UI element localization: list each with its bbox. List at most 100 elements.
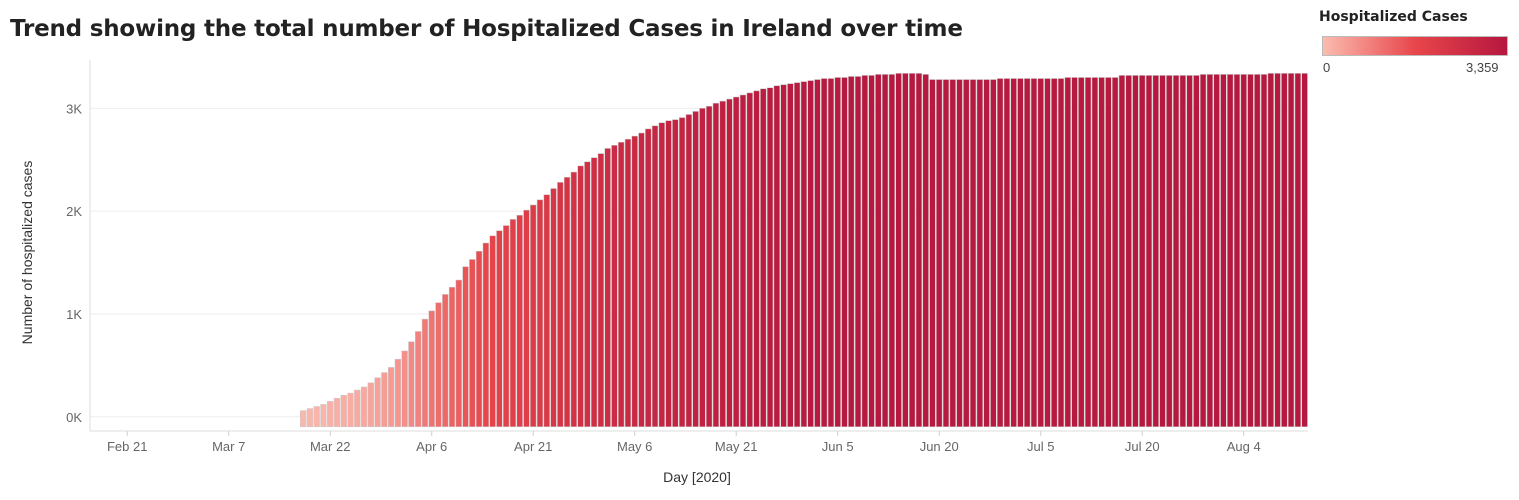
bar [1193, 75, 1200, 428]
bar [685, 114, 692, 428]
x-tick-label: Jun 20 [920, 439, 959, 454]
bar [523, 209, 530, 428]
bar [570, 171, 577, 428]
bar [306, 408, 314, 428]
bar [706, 106, 713, 428]
y-tick-label: 2K [66, 204, 82, 219]
bar [631, 135, 638, 428]
bar [340, 394, 347, 428]
bar [354, 389, 361, 428]
bar [1152, 75, 1159, 428]
bar [875, 74, 882, 428]
x-tick-label: Apr 6 [416, 439, 447, 454]
bar [482, 242, 489, 428]
bar [942, 79, 950, 428]
bar [1247, 74, 1254, 428]
bar [1274, 73, 1281, 428]
bar [442, 294, 449, 428]
bar [983, 79, 990, 428]
bar [624, 138, 632, 428]
bar [1003, 78, 1011, 428]
bar [1030, 78, 1038, 428]
bar [1159, 75, 1166, 428]
bar [415, 331, 422, 428]
bar [773, 85, 780, 428]
bar [1287, 73, 1295, 428]
bar [787, 83, 794, 428]
bar [1301, 73, 1308, 428]
bar [888, 74, 895, 428]
bar [1166, 75, 1173, 428]
bar [1186, 75, 1193, 428]
bar [584, 161, 591, 428]
bar [530, 204, 537, 428]
chart-title: Trend showing the total number of Hospit… [10, 16, 963, 42]
bar [1078, 77, 1085, 428]
bar [448, 286, 456, 428]
legend-max-label: 3,359 [1466, 60, 1499, 75]
bar [435, 302, 442, 428]
bar [1044, 78, 1051, 428]
bar [712, 102, 720, 428]
bar [996, 78, 1004, 428]
bar [604, 148, 611, 428]
bar [821, 78, 828, 428]
bar [1112, 77, 1119, 428]
bar [313, 406, 320, 428]
bar [1051, 78, 1058, 428]
y-tick-label: 1K [66, 307, 82, 322]
bar [1206, 74, 1214, 428]
bar [692, 111, 699, 428]
bar [1017, 78, 1024, 428]
bar [1294, 73, 1301, 428]
bar [536, 199, 544, 428]
bar [739, 94, 747, 428]
bar [1254, 74, 1261, 428]
bar [645, 128, 652, 428]
legend-min-label: 0 [1323, 60, 1331, 75]
bar [902, 73, 909, 428]
bar [1220, 74, 1227, 428]
bar [1132, 75, 1139, 428]
bar [347, 392, 354, 428]
bar [462, 266, 469, 428]
bar [1010, 78, 1017, 428]
bar [360, 386, 368, 428]
bar [665, 120, 672, 428]
bar [1084, 77, 1092, 428]
bar [421, 318, 429, 428]
bar [469, 259, 476, 428]
x-tick-label: Mar 22 [310, 439, 350, 454]
bar [841, 77, 848, 428]
bar [895, 73, 902, 428]
bar [333, 398, 341, 428]
bar [1091, 77, 1098, 428]
legend-color-ramp [1322, 36, 1508, 56]
bar [1213, 74, 1220, 428]
bar [509, 219, 517, 428]
bar [381, 372, 388, 428]
bar [1139, 75, 1146, 428]
x-tick-label: Jul 5 [1027, 439, 1054, 454]
x-tick-label: Apr 21 [514, 439, 552, 454]
bar [1240, 74, 1247, 428]
bar [814, 79, 821, 428]
bar [408, 341, 415, 428]
bar [367, 382, 374, 428]
bar [990, 79, 997, 428]
bar [455, 279, 462, 428]
bar [618, 142, 625, 428]
bar [800, 81, 808, 428]
bar [881, 74, 889, 428]
bar [496, 230, 503, 428]
y-tick-label: 0K [66, 410, 82, 425]
bar [1199, 74, 1207, 428]
bar [543, 194, 550, 428]
bar [557, 182, 564, 428]
bar [766, 87, 774, 428]
bar [320, 404, 327, 428]
bar [638, 132, 645, 428]
bar [489, 235, 496, 428]
bar [922, 74, 929, 428]
